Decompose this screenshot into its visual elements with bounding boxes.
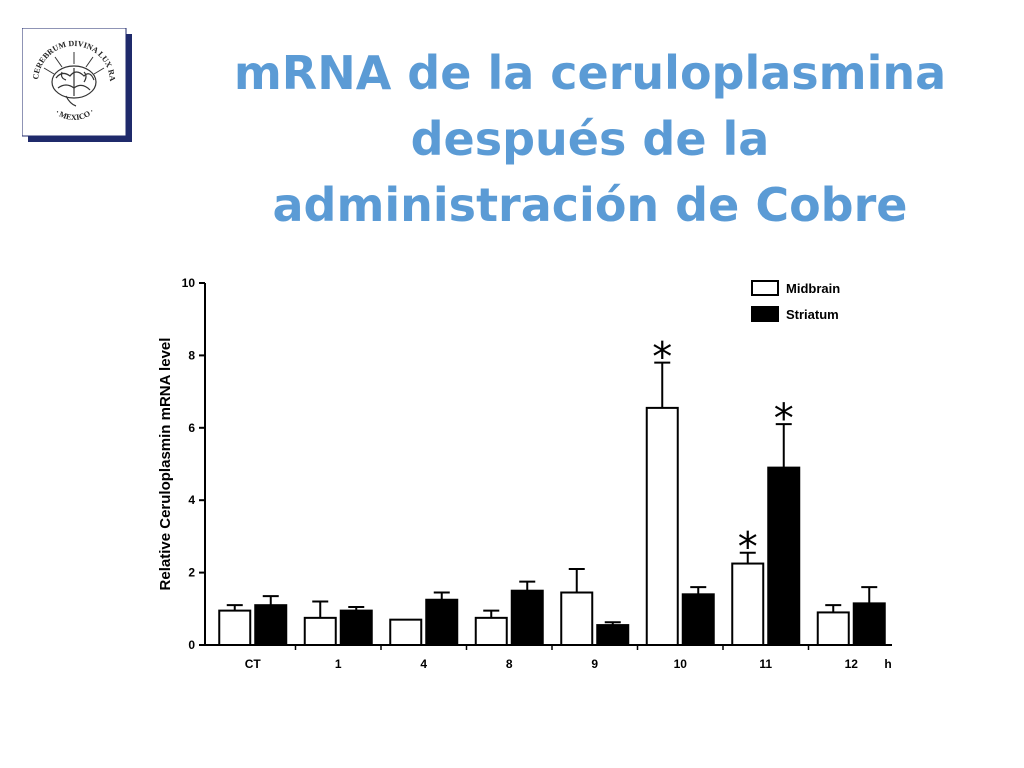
bar-striatum xyxy=(254,604,288,646)
legend-swatch-midbrain xyxy=(751,280,779,296)
y-axis-label: Relative Ceruloplasmin mRNA level xyxy=(157,338,174,591)
x-tick-label: 4 xyxy=(420,657,427,671)
brain-seal-icon: CEREBRUM DIVINA LUX RATIO SALUS SCIENTIA… xyxy=(19,21,132,142)
bar-midbrain xyxy=(560,591,594,647)
title-line-2: después de la xyxy=(410,112,770,166)
bar-striatum xyxy=(339,609,373,646)
bar-midbrain xyxy=(731,562,765,646)
chart-legend: Midbrain Striatum xyxy=(751,280,840,322)
significance-marker: * xyxy=(738,525,758,571)
slide-title: mRNA de la ceruloplasmina después de la … xyxy=(160,40,1020,238)
bar-midbrain xyxy=(816,611,850,647)
bar-midbrain xyxy=(218,609,252,646)
x-tick-label: 9 xyxy=(591,657,598,671)
bar-midbrain xyxy=(645,406,679,646)
bar-striatum xyxy=(681,593,715,647)
y-tick-label: 4 xyxy=(188,493,195,507)
bar-striatum xyxy=(852,602,886,646)
y-tick-label: 8 xyxy=(188,348,195,362)
bar-striatum xyxy=(425,598,459,646)
x-tick-label: 8 xyxy=(506,657,513,671)
y-tick-label: 6 xyxy=(188,421,195,435)
bar-striatum xyxy=(510,589,544,647)
logo-rays xyxy=(43,52,105,75)
title-line-1: mRNA de la ceruloplasmina xyxy=(233,46,947,100)
x-tick-label: CT xyxy=(245,657,262,671)
brain-drawing xyxy=(51,65,97,107)
chart-labels: 0 2 4 6 8 10 Relative Ceruloplasmin mRNA level… xyxy=(157,276,892,671)
legend-label-striatum: Striatum xyxy=(786,307,839,322)
bar-midbrain xyxy=(303,616,337,647)
bar-midbrain xyxy=(474,616,508,647)
significance-marker: * xyxy=(774,396,794,442)
x-tick-label: 10 xyxy=(674,657,688,671)
chart-bars xyxy=(218,361,886,647)
institution-logo: CEREBRUM DIVINA LUX RATIO SALUS SCIENTIA… xyxy=(19,21,134,144)
x-tick-label: 1 xyxy=(335,657,342,671)
title-line-3: administración de Cobre xyxy=(272,178,908,232)
bar-striatum xyxy=(767,466,801,646)
x-unit-label: h xyxy=(884,657,891,671)
significance-marker: * xyxy=(652,335,672,381)
x-tick-label: 12 xyxy=(845,657,859,671)
bar-striatum xyxy=(596,624,630,646)
bar-chart: 0 2 4 6 8 10 Relative Ceruloplasmin mRNA level… xyxy=(157,276,892,671)
y-tick-label: 0 xyxy=(188,638,195,652)
legend-swatch-striatum xyxy=(751,306,779,322)
bar-midbrain xyxy=(389,618,423,647)
legend-label-midbrain: Midbrain xyxy=(786,281,840,296)
y-tick-label: 10 xyxy=(182,276,196,290)
x-tick-label: 11 xyxy=(759,657,772,671)
y-tick-label: 2 xyxy=(188,566,195,580)
